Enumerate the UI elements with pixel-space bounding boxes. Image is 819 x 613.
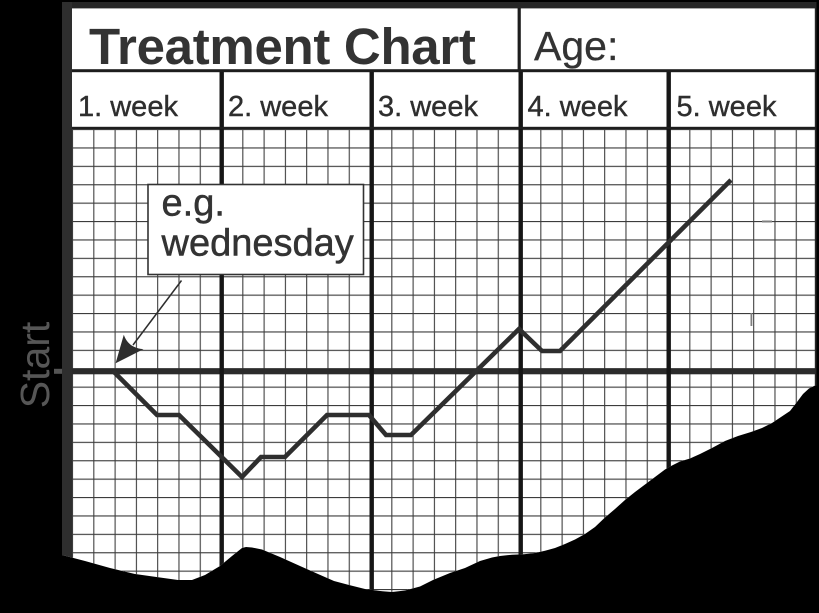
svg-text:3. week: 3. week [378,91,478,123]
svg-text:5. week: 5. week [677,91,777,123]
svg-text:Age:: Age: [534,23,618,69]
svg-text:2. week: 2. week [228,91,328,123]
svg-text:4. week: 4. week [528,91,628,123]
svg-text:Start: Start [12,321,58,408]
svg-text:1. week: 1. week [78,91,178,123]
svg-text:e.g.: e.g. [162,183,225,225]
svg-text:Treatment Chart: Treatment Chart [89,18,476,75]
svg-text:wednesday: wednesday [161,223,354,265]
